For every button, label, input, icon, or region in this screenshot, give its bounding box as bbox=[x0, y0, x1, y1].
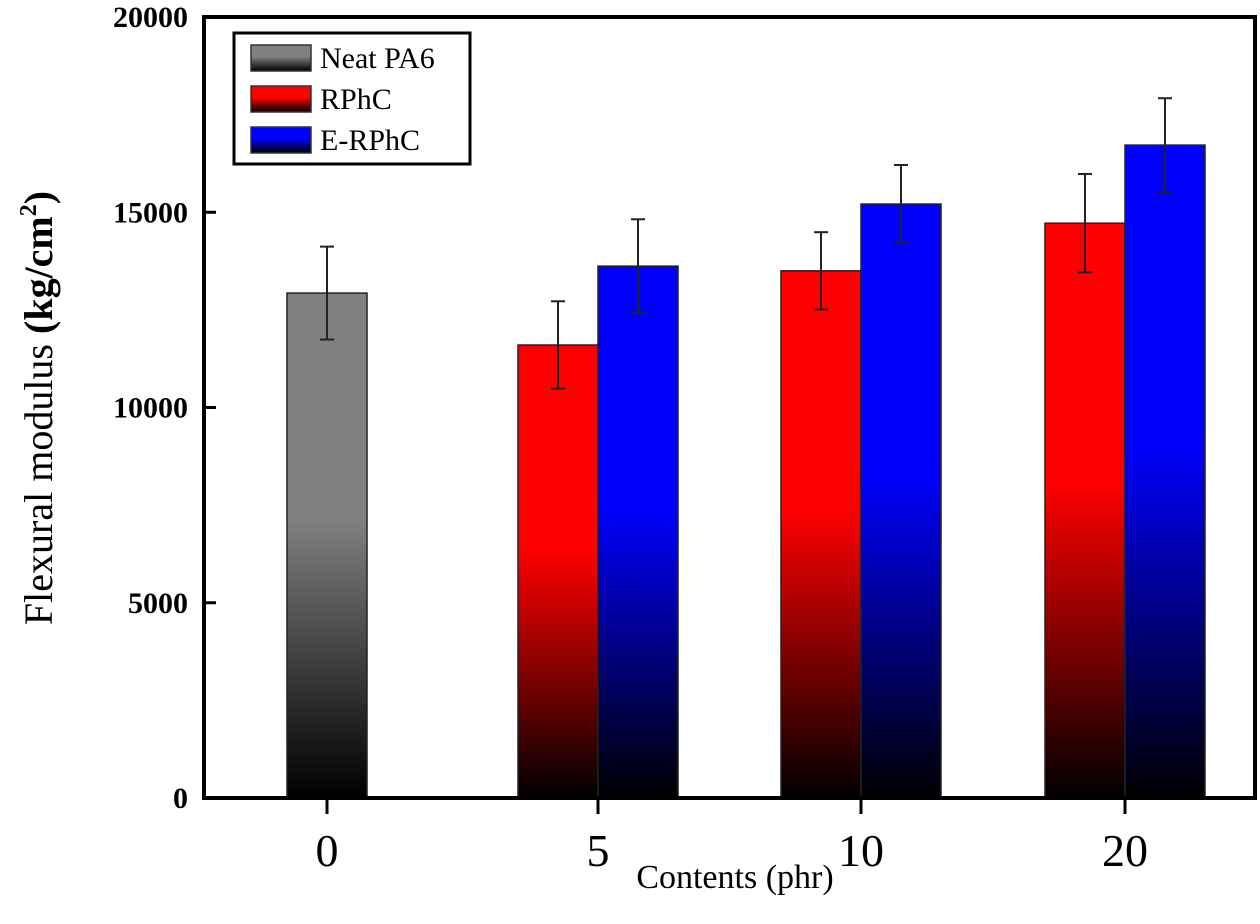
error-bar bbox=[1158, 97, 1172, 193]
y-tick-label: 0 bbox=[173, 782, 188, 815]
legend-label: E-RPhC bbox=[320, 124, 420, 157]
y-axis-title-main: Flexural modulus bbox=[16, 334, 61, 625]
bar-rphc-20 bbox=[1044, 222, 1126, 799]
x-axis: 0 5 10 20 bbox=[316, 798, 1148, 876]
y-axis-title-sup: 2 bbox=[16, 204, 42, 216]
error-bar bbox=[631, 218, 645, 314]
x-tick-label: 20 bbox=[1102, 825, 1148, 876]
x-tick-label: 10 bbox=[838, 825, 884, 876]
bar-rphc-10 bbox=[780, 270, 862, 799]
error-bar bbox=[814, 231, 828, 311]
error-bar bbox=[1078, 172, 1092, 274]
y-tick-label: 5000 bbox=[128, 587, 188, 620]
x-tick-label: 5 bbox=[587, 825, 610, 876]
error-bar bbox=[320, 245, 334, 341]
x-axis-title: Contents (phr) bbox=[636, 859, 833, 896]
legend: Neat PA6 RPhC E-RPhC bbox=[232, 31, 472, 166]
bar-e-rphc-20 bbox=[1124, 144, 1206, 799]
legend-swatch bbox=[250, 126, 312, 154]
y-axis: 0 5000 10000 15000 20000 bbox=[113, 1, 216, 815]
legend-swatch bbox=[250, 44, 312, 72]
legend-swatch bbox=[250, 85, 312, 113]
y-axis-title: Flexural modulus (kg/cm2) bbox=[16, 191, 61, 625]
y-axis-title-close: ) bbox=[16, 191, 61, 204]
bar-e-rphc-5 bbox=[597, 265, 679, 799]
y-tick-label: 20000 bbox=[113, 1, 188, 34]
y-axis-title-unit: (kg/cm bbox=[16, 216, 61, 334]
legend-label: Neat PA6 bbox=[320, 42, 435, 75]
y-tick-label: 10000 bbox=[113, 392, 188, 425]
bar-rphc-5 bbox=[517, 344, 599, 799]
bar-neat-pa6-0 bbox=[286, 292, 368, 799]
error-bar bbox=[894, 163, 908, 245]
x-tick-label: 0 bbox=[316, 825, 339, 876]
bars-group bbox=[286, 144, 1206, 799]
error-bar bbox=[551, 300, 565, 390]
error-bars-group bbox=[320, 97, 1172, 390]
legend-label: RPhC bbox=[320, 83, 392, 116]
bar-e-rphc-10 bbox=[860, 203, 942, 799]
y-tick-label: 15000 bbox=[113, 196, 188, 229]
